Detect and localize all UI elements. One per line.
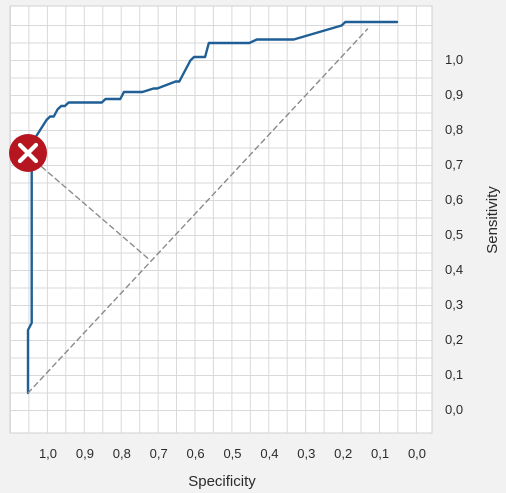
y-tick-label: 1,0 xyxy=(445,52,463,67)
x-tick-label: 0,9 xyxy=(76,446,94,461)
x-tick-label: 0,6 xyxy=(187,446,205,461)
x-tick-labels: 1,0 0,9 0,8 0,7 0,6 0,5 0,4 0,3 0,2 0,1 0,0 xyxy=(39,446,426,461)
y-tick-label: 0,0 xyxy=(445,402,463,417)
x-axis-title: Specificity xyxy=(188,473,256,490)
y-tick-label: 0,2 xyxy=(445,332,463,347)
x-tick-label: 0,4 xyxy=(260,446,278,461)
markers xyxy=(9,134,47,172)
y-tick-label: 0,3 xyxy=(445,297,463,312)
y-axis-title: Sensitivity xyxy=(484,186,501,254)
y-tick-label: 0,7 xyxy=(445,157,463,172)
y-tick-label: 0,6 xyxy=(445,192,463,207)
marker-cross xyxy=(17,142,39,164)
grid xyxy=(9,5,433,434)
y-tick-label: 0,5 xyxy=(445,227,463,242)
perpendicular-to-diagonal-line xyxy=(27,154,151,261)
x-tick-label: 0,0 xyxy=(408,446,426,461)
x-tick-label: 1,0 xyxy=(39,446,57,461)
y-tick-label: 0,1 xyxy=(445,367,463,382)
chance-diagonal-line xyxy=(27,28,369,394)
x-tick-label: 0,2 xyxy=(334,446,352,461)
plot-area xyxy=(9,5,433,434)
x-tick-label: 0,7 xyxy=(150,446,168,461)
y-tick-label: 0,8 xyxy=(445,122,463,137)
x-tick-label: 0,8 xyxy=(113,446,131,461)
y-tick-label: 0,9 xyxy=(445,87,463,102)
roc-curve-line xyxy=(26,20,399,395)
plot-lines xyxy=(26,20,399,395)
y-tick-labels: 0,0 0,1 0,2 0,3 0,4 0,5 0,6 0,7 0,8 0,9 1,0 xyxy=(445,52,463,417)
x-circle-icon xyxy=(9,134,47,172)
y-tick-label: 0,4 xyxy=(445,262,463,277)
x-tick-label: 0,3 xyxy=(297,446,315,461)
x-tick-label: 0,5 xyxy=(223,446,241,461)
x-tick-label: 0,1 xyxy=(371,446,389,461)
